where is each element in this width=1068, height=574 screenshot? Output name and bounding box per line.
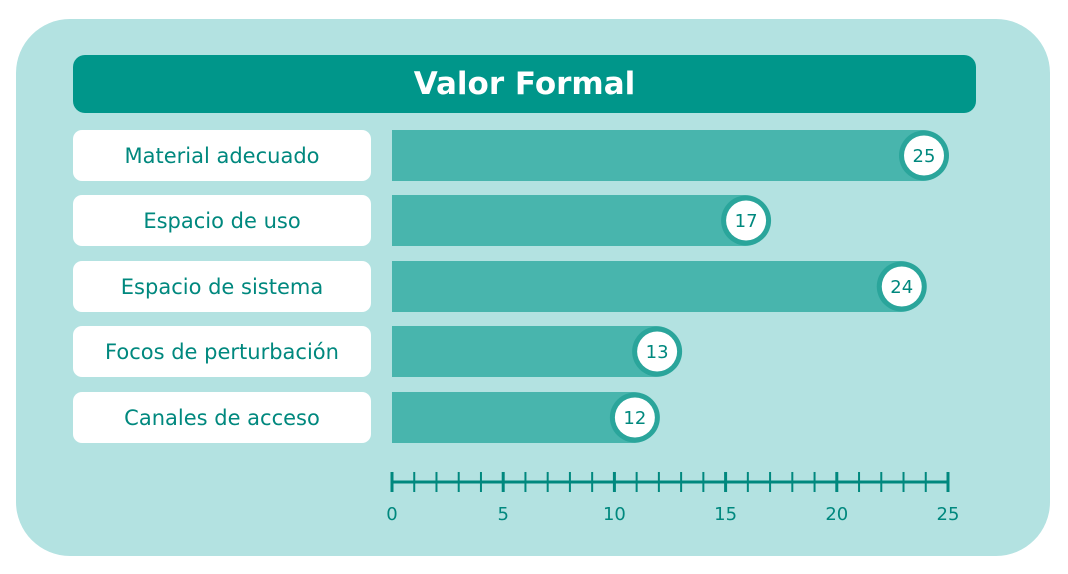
bar-espacio-de-sistema [392,261,927,312]
value-badge-canales-de-acceso [614,397,655,438]
value-badge-focos-de-perturbacion [637,331,678,372]
x-tick-label: 25 [937,504,960,525]
category-label-espacio-de-uso: Espacio de uso [73,195,371,246]
chart-title: Valor Formal [413,66,636,102]
category-label-canales-de-acceso: Canales de acceso [73,392,371,443]
x-tick-label: 20 [825,504,848,525]
x-tick-label: 5 [497,504,508,525]
value-badge-espacio-de-sistema [881,266,922,307]
title-bar: Valor Formal [73,55,976,113]
bar-canales-de-acceso [392,392,660,443]
value-badge-material-adecuado [904,135,944,176]
category-label-material-adecuado: Material adecuado [73,130,371,181]
x-tick-label: 10 [603,504,626,525]
x-tick-label: 0 [386,504,397,525]
x-axis: 0 5 10 15 20 25 [386,472,959,525]
value-label-focos-de-perturbacion: 13 [646,342,669,363]
category-label-focos-de-perturbacion: Focos de perturbación [73,326,371,377]
bar-espacio-de-uso [392,195,771,246]
value-label-espacio-de-uso: 17 [735,211,758,232]
bar-focos-de-perturbacion [392,326,682,377]
x-tick-label: 15 [714,504,737,525]
value-badge-espacio-de-uso [726,200,767,241]
value-label-material-adecuado: 25 [913,146,936,167]
category-label-espacio-de-sistema: Espacio de sistema [73,261,371,312]
bars-group: 25 17 24 13 12 [392,130,949,443]
value-label-canales-de-acceso: 12 [623,408,646,429]
value-label-espacio-de-sistema: 24 [890,277,913,298]
bar-material-adecuado [392,130,949,181]
